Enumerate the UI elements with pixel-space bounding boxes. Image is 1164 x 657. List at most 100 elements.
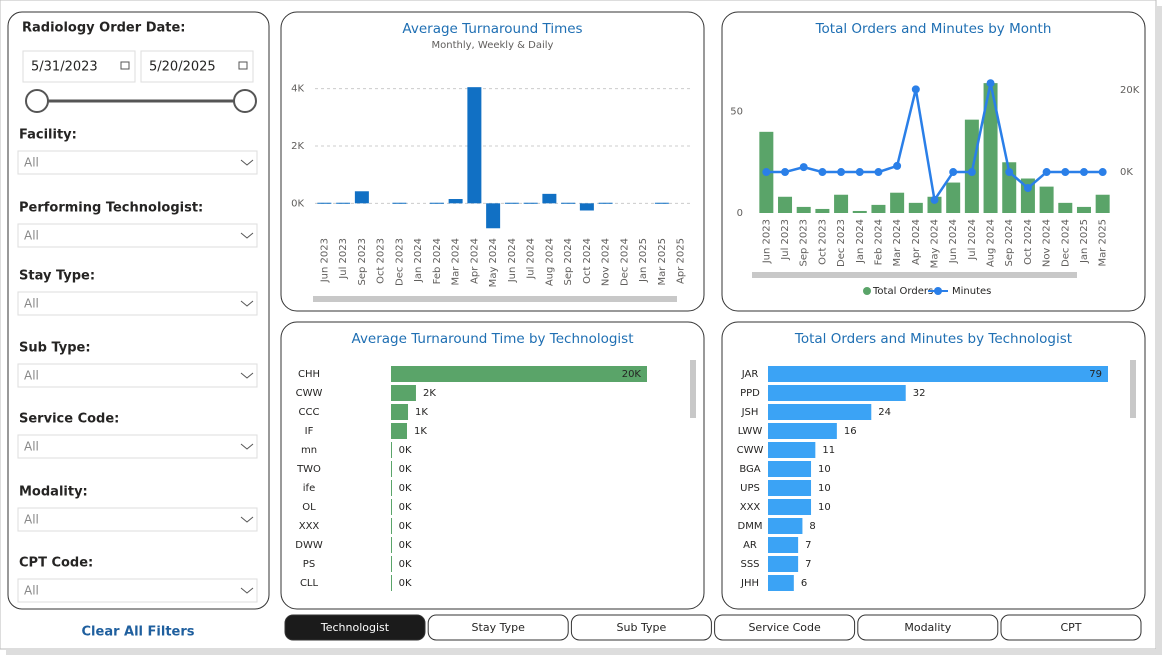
- data-label: 16: [844, 426, 857, 437]
- tab[interactable]: [284, 614, 426, 641]
- tab[interactable]: [857, 614, 999, 641]
- dropdown-arrow: [240, 300, 254, 307]
- bar: [391, 385, 416, 401]
- y-tick-label: 0: [737, 208, 743, 219]
- tab-label: CPT: [1060, 621, 1081, 634]
- category-label: PS: [303, 559, 315, 570]
- tab[interactable]: [1000, 614, 1142, 641]
- dropdown-arrow: [240, 516, 254, 523]
- category-label: mn: [301, 445, 317, 456]
- bar: [768, 499, 812, 515]
- tab[interactable]: [570, 614, 712, 641]
- date-input[interactable]: [22, 50, 136, 83]
- marker: [949, 168, 958, 177]
- slider-handle[interactable]: [25, 89, 49, 113]
- dropdown[interactable]: [17, 150, 258, 175]
- data-label: 79: [1089, 369, 1102, 380]
- bar: [768, 366, 1108, 382]
- slider-handle[interactable]: [233, 89, 257, 113]
- x-tick-label: Oct 2023: [376, 238, 387, 284]
- tab[interactable]: [714, 614, 856, 641]
- filter-label: Sub Type:: [19, 341, 91, 356]
- dropdown[interactable]: [17, 223, 258, 248]
- dropdown[interactable]: [17, 434, 258, 459]
- data-label: 10: [818, 464, 831, 475]
- x-tick-label: Nov 2024: [1042, 219, 1053, 267]
- bar: [391, 442, 392, 458]
- dropdown-value: All: [24, 229, 39, 243]
- bar: [946, 182, 961, 213]
- dropdown[interactable]: [17, 363, 258, 388]
- tab[interactable]: [427, 614, 569, 641]
- bar: [391, 461, 392, 477]
- category-label: SSS: [740, 559, 759, 570]
- category-label: OL: [302, 502, 316, 513]
- filter-label: Modality:: [19, 485, 88, 500]
- dropdown[interactable]: [17, 578, 258, 603]
- marker: [874, 168, 883, 177]
- bar: [852, 210, 867, 213]
- calendar-icon: [120, 61, 130, 70]
- x-tick-label: May 2024: [488, 238, 499, 287]
- chart-subtitle: Monthly, Weekly & Daily: [432, 40, 554, 51]
- legend-label: Total Orders: [872, 286, 933, 297]
- data-label: 7: [805, 540, 811, 551]
- bar: [561, 202, 576, 204]
- scrollbar: [313, 296, 677, 302]
- bar: [336, 202, 351, 204]
- category-label: BGA: [739, 464, 760, 475]
- filter-label: Facility:: [19, 128, 77, 143]
- category-label: TWO: [296, 464, 321, 475]
- category-label: DMM: [738, 521, 763, 532]
- bar: [391, 575, 392, 591]
- marker: [1098, 168, 1107, 177]
- dropdown[interactable]: [17, 291, 258, 316]
- x-tick-label: Jul 2023: [338, 238, 349, 280]
- bar: [391, 499, 392, 515]
- data-label: 0K: [399, 578, 412, 589]
- chart-title: Total Orders and Minutes by Month: [815, 21, 1052, 37]
- data-label: 24: [878, 407, 891, 418]
- bar: [768, 423, 837, 439]
- bar: [654, 202, 669, 204]
- data-label: 6: [801, 578, 807, 589]
- scrollbar: [752, 272, 1077, 278]
- marker: [930, 195, 939, 204]
- marker: [1079, 168, 1088, 177]
- x-tick-label: Oct 2024: [1023, 219, 1034, 265]
- marker: [762, 168, 771, 177]
- x-tick-label: Jun 2024: [507, 238, 518, 283]
- category-label: CWW: [737, 445, 764, 456]
- x-tick-label: Jul 2024: [526, 238, 537, 280]
- dropdown-value: All: [24, 369, 39, 383]
- dropdown-value: All: [24, 156, 39, 170]
- data-label: 2K: [423, 388, 436, 399]
- data-label: 10: [818, 483, 831, 494]
- category-label: LWW: [738, 426, 763, 437]
- x-tick-label: Feb 2024: [873, 219, 884, 265]
- category-label: JHH: [740, 578, 759, 589]
- chart-title: Total Orders and Minutes by Technologist: [794, 331, 1072, 347]
- x-tick-label: Apr 2024: [469, 238, 480, 284]
- data-label: 0K: [399, 502, 412, 513]
- tab-label: Sub Type: [617, 621, 667, 634]
- category-label: CLL: [300, 578, 319, 589]
- bar: [542, 193, 557, 204]
- category-label: AR: [743, 540, 757, 551]
- x-tick-label: Apr 2024: [911, 219, 922, 265]
- chart-title: Average Turnaround Times: [402, 21, 582, 37]
- marker: [799, 163, 808, 172]
- bar: [598, 202, 613, 204]
- bar: [1039, 186, 1054, 213]
- date-input[interactable]: [140, 50, 254, 83]
- bar: [768, 518, 803, 534]
- x-tick-label: Jul 2023: [780, 219, 791, 261]
- y2-tick-label: 0K: [1120, 167, 1133, 178]
- data-label: 10: [818, 502, 831, 513]
- dropdown[interactable]: [17, 507, 258, 532]
- marker: [1042, 168, 1051, 177]
- bar: [768, 461, 812, 477]
- clear-filters[interactable]: Clear All Filters: [82, 625, 195, 640]
- dropdown-value: All: [24, 513, 39, 527]
- data-label: 0K: [399, 445, 412, 456]
